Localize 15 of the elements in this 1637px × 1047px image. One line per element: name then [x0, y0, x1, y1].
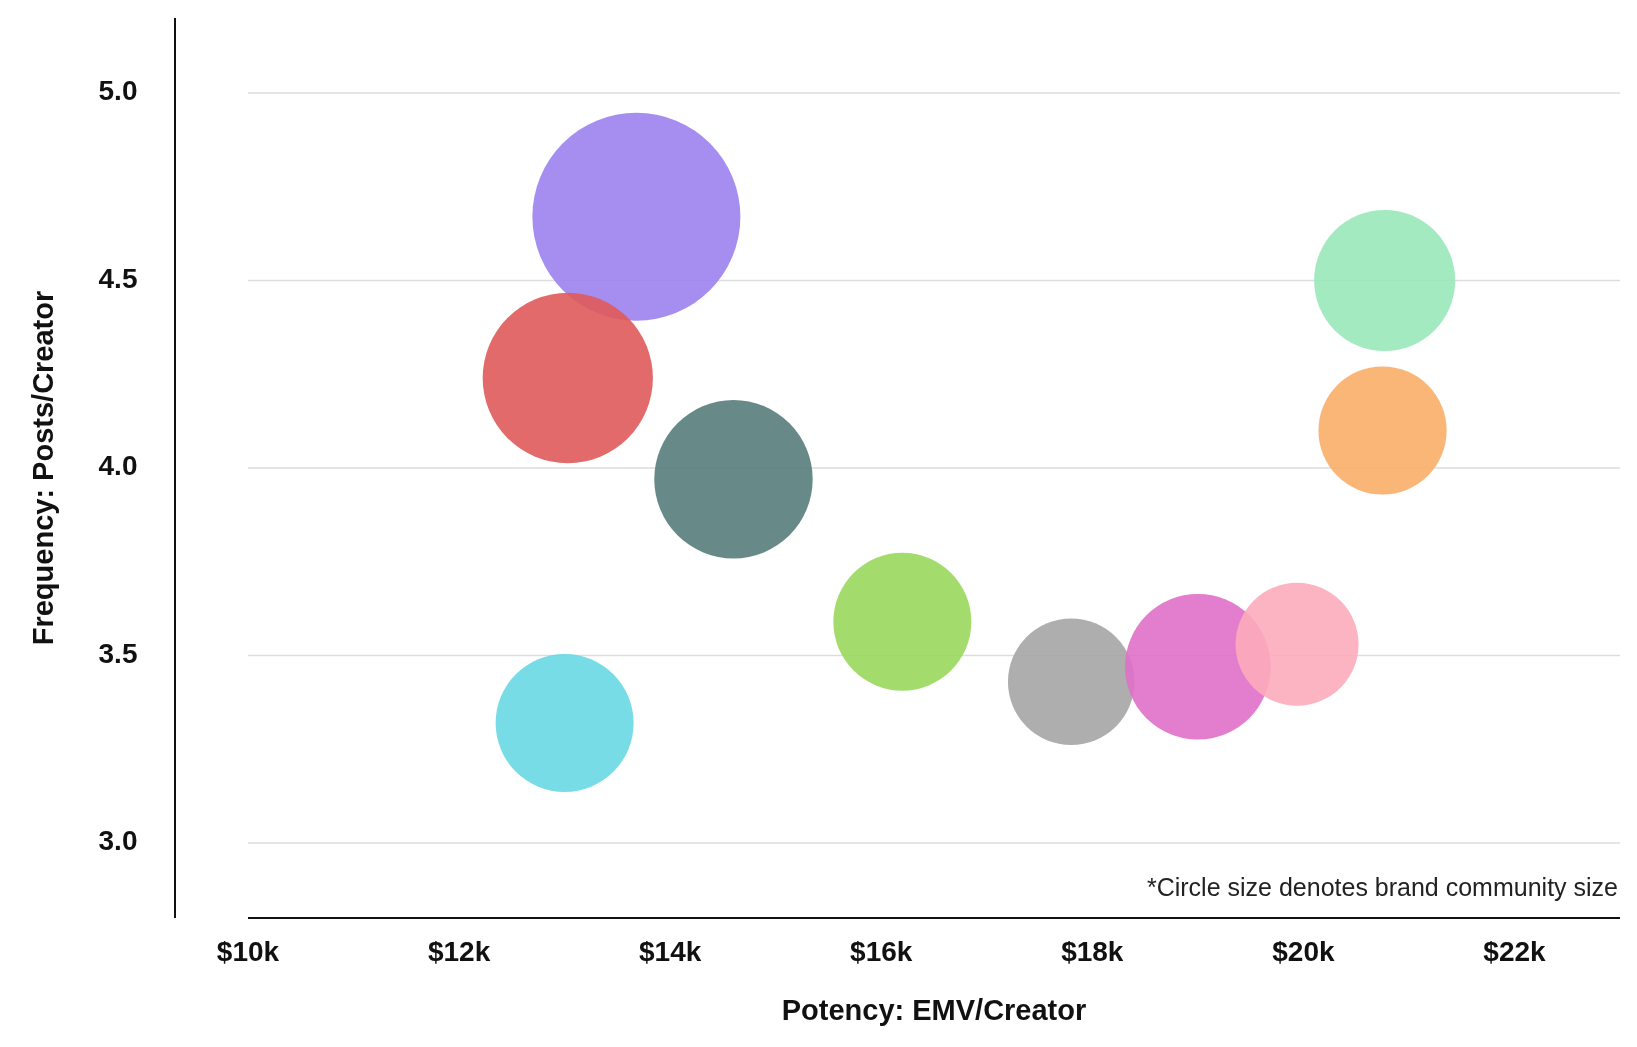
x-tick-label: $22k: [1483, 936, 1547, 967]
x-tick-label: $12k: [427, 936, 491, 967]
x-tick-label: $14k: [639, 936, 702, 967]
y-tick-label: 4.5: [98, 262, 138, 294]
annotation: *Circle size denotes brand community size: [1146, 873, 1618, 901]
y-tick-label: 5.0: [98, 75, 138, 107]
y-axis-title: Frequency: Posts/Creator: [27, 290, 59, 646]
y-tick-label: 3.5: [98, 637, 138, 669]
y-tick-label: 4.0: [98, 450, 138, 482]
x-tick-label: $20k: [1272, 936, 1335, 967]
x-tick-label: $10k: [216, 936, 280, 967]
x-axis-title: Potency: EMV/Creator: [781, 994, 1087, 1026]
y-tick-label: 3.0: [98, 825, 138, 857]
x-tick-label: $16k: [850, 936, 913, 967]
x-tick-label: $18k: [1061, 936, 1124, 967]
